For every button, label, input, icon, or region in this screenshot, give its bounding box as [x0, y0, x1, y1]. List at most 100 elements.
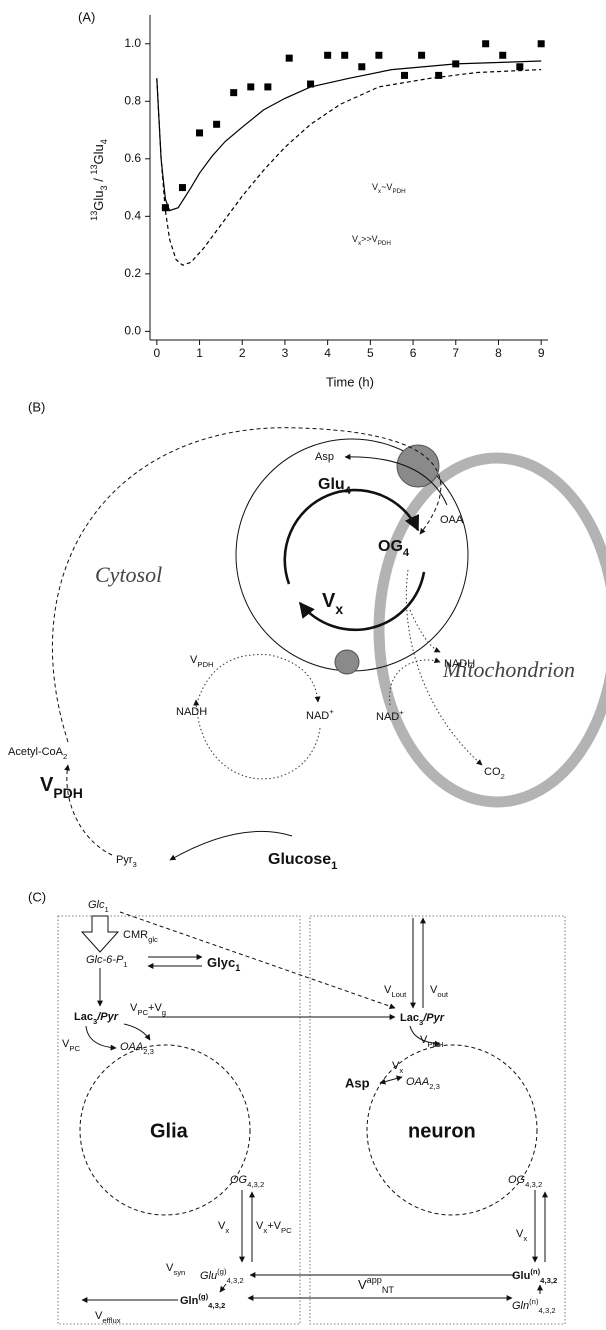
text-segment: 2,3: [429, 1082, 440, 1091]
label: Pyr3: [116, 854, 137, 869]
text-segment: V: [166, 1262, 174, 1274]
arrow: [52, 427, 442, 743]
text-segment: 1: [105, 905, 109, 914]
text-segment: V: [358, 1277, 367, 1292]
label: NAD+: [376, 708, 404, 723]
x-tick-label: 2: [239, 346, 246, 360]
curve: [156, 69, 542, 266]
data-point: [482, 40, 490, 48]
data-point: [307, 80, 315, 88]
text-segment: x: [378, 188, 382, 195]
text-segment: V: [256, 1220, 264, 1232]
text-segment: V: [372, 182, 378, 192]
text-segment: PDH: [378, 240, 392, 247]
x-tick-label: 4: [324, 346, 331, 360]
arrow: [389, 657, 441, 706]
arrow: [64, 764, 113, 856]
text-segment: x: [263, 1226, 267, 1235]
text-segment: OAA: [120, 1041, 143, 1053]
vx-arc: [298, 571, 426, 632]
text-segment: NAD: [306, 710, 329, 722]
text-segment: app: [367, 1275, 382, 1285]
label: OG4,3,2: [230, 1174, 264, 1189]
label: Glc-6-P1: [86, 954, 128, 969]
label: Vout: [430, 984, 449, 999]
x-tick-label: 7: [452, 346, 459, 360]
text-segment: V: [218, 1220, 226, 1232]
data-point: [516, 63, 524, 71]
label: CMRglc: [123, 929, 158, 944]
vx-arc: [283, 488, 420, 585]
arrow: [409, 1025, 441, 1047]
text-segment: Glucose: [268, 851, 331, 868]
label: Glu(g)4,3,2: [200, 1267, 244, 1285]
text-segment: V: [430, 984, 438, 996]
text-segment: 4,3,2: [208, 1301, 225, 1310]
curve-label: Vx~VPDH: [372, 182, 406, 195]
arrow: [123, 1023, 151, 1041]
x-tick-label: 3: [282, 346, 289, 360]
text-segment: x: [335, 601, 343, 617]
label: VPDH: [190, 654, 214, 669]
arrow: [409, 609, 441, 653]
label: VPDH: [420, 1034, 444, 1049]
label: VLout: [384, 984, 407, 999]
label: Asp: [345, 1075, 370, 1090]
y-tick-label: 0.6: [124, 151, 141, 165]
label: Vx: [218, 1220, 229, 1235]
text-segment: Glu: [318, 476, 345, 493]
text-segment: efflux: [102, 1316, 120, 1325]
text-segment: Glu: [91, 190, 106, 210]
text-segment: V: [40, 774, 54, 796]
panel-label: (C): [28, 889, 46, 904]
transporter: [334, 649, 360, 675]
text-segment: Glyc: [207, 955, 235, 970]
text-segment: 4: [345, 485, 352, 497]
label: Glu4: [318, 476, 352, 497]
panel-b: (B) Asp Glu4 OAA OG4 Vx Cytosol Mitochon…: [8, 399, 606, 872]
text-segment: 13: [89, 164, 99, 174]
panel-a: (A) Time (h) 13Glu3 / 13Glu4 0.00.20.40.…: [78, 9, 548, 389]
data-point: [324, 51, 332, 59]
text-segment: 2,3: [143, 1047, 154, 1056]
text-segment: 1: [331, 860, 337, 872]
label: Glucose1: [268, 851, 337, 872]
text-segment: 3: [133, 860, 137, 869]
label: NADH: [444, 658, 475, 670]
data-point: [264, 83, 272, 91]
data-point: [178, 184, 186, 192]
panel-c: (C) Glc1 CMRglc Glc-6-P1 Glyc1 Lac3/Pyr …: [28, 889, 566, 1325]
text-segment: Lac: [400, 1012, 419, 1024]
label: Vx: [516, 1228, 527, 1243]
label: Vx: [322, 590, 343, 616]
y-axis-title: 13Glu3 / 13Glu4: [89, 139, 109, 221]
label: Vefflux: [95, 1310, 121, 1325]
text-segment: PDH: [427, 1040, 443, 1049]
data-point: [358, 63, 366, 71]
text-segment: CO: [484, 766, 501, 778]
text-segment: V: [190, 654, 198, 666]
text-segment: 1: [123, 960, 127, 969]
text-segment: Lac: [74, 1011, 93, 1023]
label: OAA: [440, 514, 464, 526]
text-segment: +: [329, 707, 334, 716]
y-tick-label: 0.8: [124, 93, 141, 107]
label: Asp: [315, 451, 334, 463]
text-segment: 4,3,2: [525, 1180, 542, 1189]
text-segment: 4,3,2: [539, 1306, 556, 1315]
data-point: [196, 129, 204, 137]
glia-compartment: [57, 915, 301, 1325]
label: OG4,3,2: [508, 1174, 542, 1189]
text-segment: +: [399, 708, 404, 717]
data-point: [285, 54, 293, 62]
text-segment: Lout: [391, 990, 407, 999]
curve-label: Vx>>VPDH: [352, 234, 391, 247]
text-segment: +V: [148, 1002, 162, 1014]
label: Vx: [392, 1060, 403, 1075]
text-segment: PC: [137, 1008, 148, 1017]
x-tick-label: 9: [538, 346, 545, 360]
x-tick-label: 0: [153, 346, 160, 360]
label: Cytosol: [95, 562, 162, 587]
x-tick-label: 8: [495, 346, 502, 360]
